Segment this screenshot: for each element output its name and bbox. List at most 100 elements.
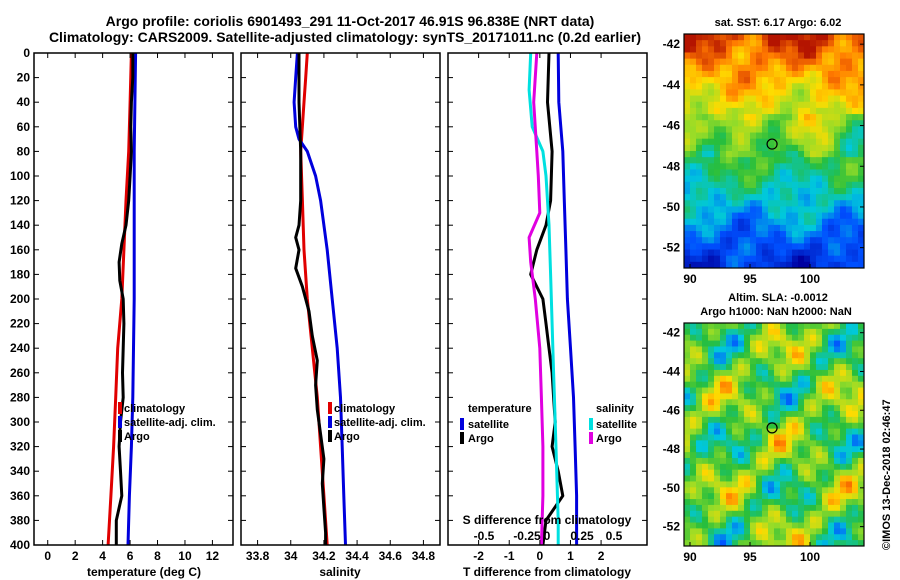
map-cell bbox=[750, 416, 757, 424]
map-cell bbox=[738, 457, 745, 465]
map-cell bbox=[738, 364, 745, 371]
map-cell bbox=[786, 475, 793, 482]
map-cell bbox=[858, 144, 865, 152]
map-cell bbox=[750, 375, 757, 383]
map-cell bbox=[690, 101, 697, 109]
map-cell bbox=[816, 126, 823, 133]
map-cell bbox=[684, 70, 691, 78]
map-cells bbox=[684, 34, 865, 269]
map-cell bbox=[804, 499, 811, 506]
map-cell bbox=[858, 255, 865, 263]
map-cell bbox=[696, 187, 703, 195]
map-cell bbox=[822, 452, 829, 459]
map-cell bbox=[780, 151, 787, 158]
map-cell bbox=[744, 212, 751, 220]
map-cell bbox=[690, 352, 697, 359]
map-cell bbox=[708, 452, 715, 459]
map-cell bbox=[756, 261, 763, 269]
map-cell bbox=[822, 534, 829, 541]
map-cell bbox=[714, 163, 721, 170]
map-cell bbox=[822, 107, 829, 115]
map-cell bbox=[822, 381, 829, 388]
map-cell bbox=[822, 434, 829, 441]
map-cell bbox=[846, 95, 853, 103]
map-cell bbox=[756, 58, 763, 66]
map-cell bbox=[768, 434, 775, 441]
map-cell bbox=[792, 132, 799, 140]
map-cell bbox=[756, 218, 763, 226]
map-cell bbox=[756, 138, 763, 146]
map-cell bbox=[732, 375, 739, 383]
map-cell bbox=[810, 132, 817, 140]
map-cell bbox=[834, 200, 841, 207]
map-cell bbox=[720, 369, 727, 377]
map-cell bbox=[696, 255, 703, 263]
map-cell bbox=[690, 64, 697, 72]
legend-entry: Argo bbox=[468, 433, 494, 445]
map-cell bbox=[780, 334, 787, 342]
map-cell bbox=[732, 200, 739, 207]
map-cell bbox=[762, 95, 769, 103]
map-cell bbox=[792, 64, 799, 72]
map-cell bbox=[792, 107, 799, 115]
map-cell bbox=[804, 243, 811, 250]
map-cell bbox=[828, 399, 835, 406]
map-cell bbox=[828, 175, 835, 183]
map-cell bbox=[762, 381, 769, 388]
map-cell bbox=[768, 95, 775, 103]
map-cell bbox=[810, 522, 817, 529]
map-cell bbox=[846, 206, 853, 213]
map-cell bbox=[690, 369, 697, 377]
map-cell bbox=[810, 237, 817, 244]
map-cell bbox=[828, 422, 835, 430]
map-cell bbox=[834, 328, 841, 336]
map-cell bbox=[840, 323, 847, 330]
map-cell bbox=[732, 58, 739, 66]
map-cell bbox=[744, 187, 751, 195]
map-cell bbox=[750, 522, 757, 529]
map-cell bbox=[750, 181, 757, 189]
map-cell bbox=[822, 328, 829, 336]
map-cell bbox=[792, 399, 799, 406]
map-cell bbox=[792, 46, 799, 53]
map-cell bbox=[684, 516, 691, 523]
map-cell bbox=[732, 346, 739, 353]
map-cell bbox=[750, 352, 757, 359]
map-cell bbox=[750, 487, 757, 494]
map-cell bbox=[774, 323, 781, 330]
map-cell bbox=[804, 504, 811, 512]
map-cell bbox=[846, 399, 853, 406]
map-cell bbox=[804, 428, 811, 435]
map-cell bbox=[834, 446, 841, 453]
map-cell bbox=[840, 163, 847, 170]
map-cell bbox=[840, 95, 847, 103]
map-cell bbox=[756, 132, 763, 140]
map-cell bbox=[726, 83, 733, 90]
map-cell bbox=[834, 440, 841, 447]
map-cell bbox=[720, 457, 727, 465]
map-cell bbox=[708, 151, 715, 158]
map-cell bbox=[798, 499, 805, 506]
map-cell bbox=[816, 440, 823, 447]
map-cell bbox=[816, 157, 823, 164]
map-cell bbox=[804, 144, 811, 152]
map-cell bbox=[780, 493, 787, 500]
map-cell bbox=[786, 224, 793, 232]
map-cell bbox=[816, 369, 823, 377]
map-cell bbox=[690, 212, 697, 220]
map-cell bbox=[780, 393, 787, 400]
map-cell bbox=[708, 114, 715, 121]
map-cell bbox=[708, 446, 715, 453]
map-cell bbox=[840, 255, 847, 263]
map-cell bbox=[786, 200, 793, 207]
map-cell bbox=[738, 358, 745, 365]
map-cell bbox=[720, 446, 727, 453]
map-cell bbox=[726, 249, 733, 257]
map-cell bbox=[810, 187, 817, 195]
map-cell bbox=[750, 132, 757, 140]
map-cell bbox=[840, 522, 847, 529]
map-cell bbox=[780, 77, 787, 84]
map-cell bbox=[732, 463, 739, 471]
map-cell bbox=[750, 255, 757, 263]
map-cell bbox=[720, 469, 727, 476]
